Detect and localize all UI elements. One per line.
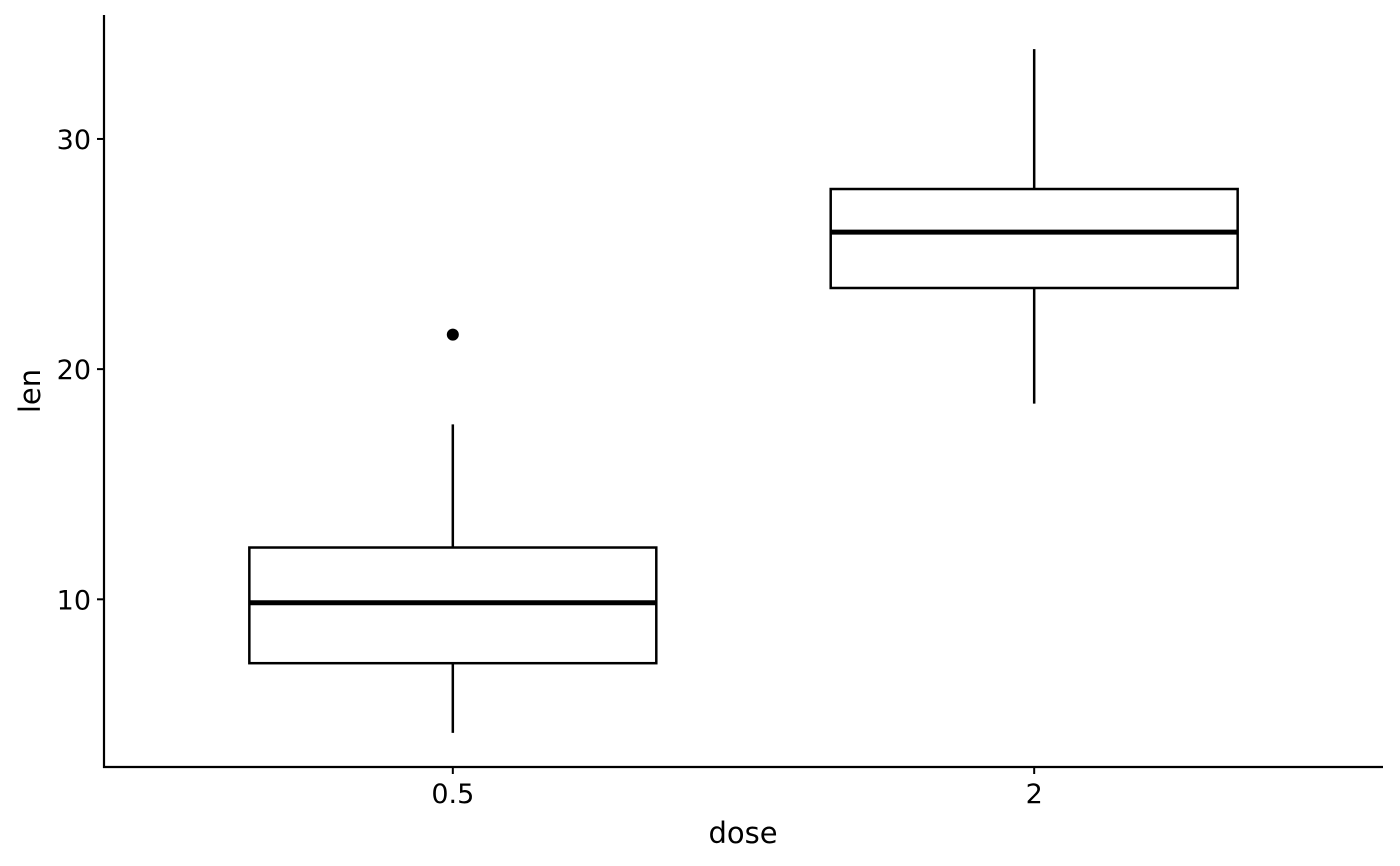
y-axis-title: len bbox=[13, 369, 47, 413]
box bbox=[248, 546, 658, 665]
y-tick-label: 30 bbox=[57, 125, 91, 156]
x-tick-label: 0.5 bbox=[431, 779, 474, 810]
box bbox=[829, 187, 1239, 290]
y-tick-label: 10 bbox=[57, 585, 91, 616]
x-tick-label: 2 bbox=[1026, 779, 1043, 810]
outlier bbox=[446, 328, 459, 341]
x-axis-title: dose bbox=[708, 816, 777, 850]
y-tick-label: 20 bbox=[57, 355, 91, 386]
